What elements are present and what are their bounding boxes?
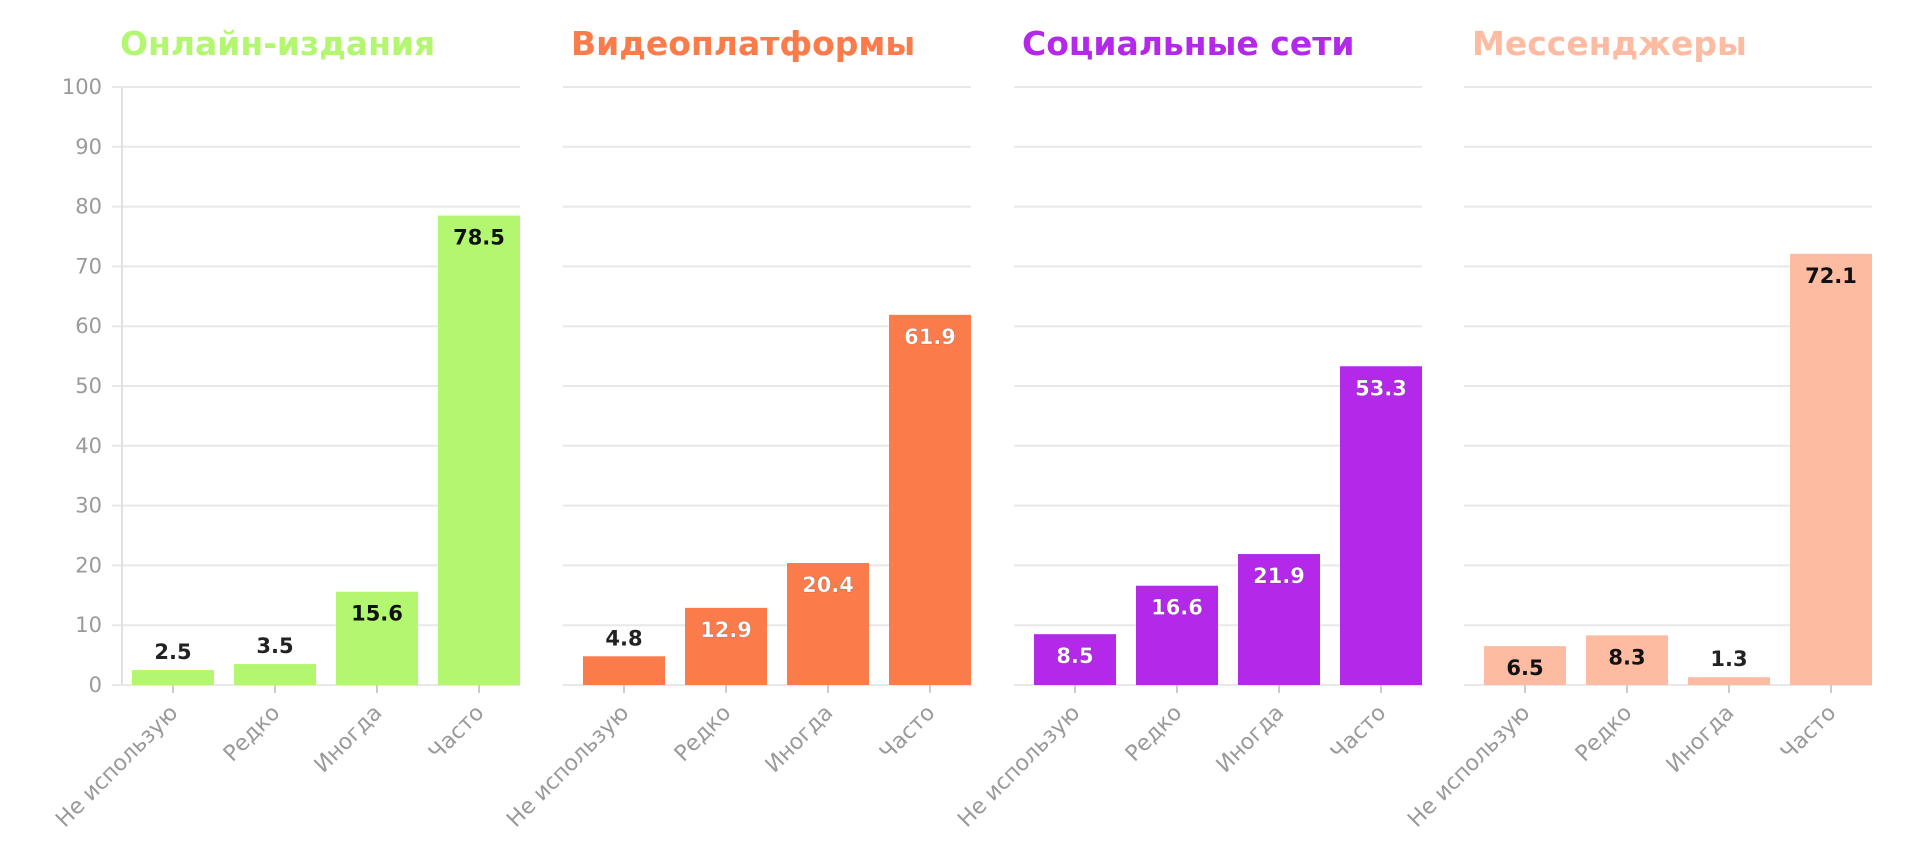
x-tick-label: Часто — [1326, 701, 1391, 766]
data-label: 3.5 — [256, 634, 293, 658]
y-tick-label: 10 — [75, 613, 102, 637]
x-tick-label: Иногда — [1662, 701, 1739, 778]
data-label: 20.4 — [802, 573, 854, 597]
panel-title: Социальные сети — [1022, 24, 1354, 63]
bar[interactable] — [438, 215, 520, 685]
data-label: 6.5 — [1506, 656, 1543, 680]
bar[interactable] — [1238, 554, 1320, 685]
y-tick-label: 20 — [75, 553, 102, 577]
y-tick-label: 50 — [75, 374, 102, 398]
bar[interactable] — [787, 563, 869, 685]
x-tick-label: Не использую — [953, 701, 1085, 833]
data-label: 4.8 — [605, 626, 642, 650]
data-label: 72.1 — [1805, 264, 1857, 288]
x-tick-label: Часто — [424, 701, 489, 766]
x-tick-label: Редко — [219, 701, 285, 767]
bar[interactable] — [1034, 634, 1116, 685]
bar[interactable] — [889, 314, 971, 685]
panel-title: Мессенджеры — [1472, 24, 1747, 63]
y-tick-label: 100 — [62, 75, 102, 99]
data-label: 21.9 — [1253, 564, 1305, 588]
data-label: 53.3 — [1355, 376, 1407, 400]
panel-2: Видеоплатформы 4.8 Не использую 12.9 Редко 20… — [502, 24, 971, 832]
panel-1: Онлайн-издания 2.5 Не использую 3.5 Редко 15.… — [51, 24, 520, 832]
data-label: 8.5 — [1056, 644, 1093, 668]
y-tick-label: 40 — [75, 434, 102, 458]
y-tick-label: 0 — [89, 673, 102, 697]
x-tick-label: Не использую — [1403, 701, 1535, 833]
x-tick-label: Не использую — [51, 701, 183, 833]
x-tick-label: Редко — [670, 701, 736, 767]
x-tick-label: Редко — [1121, 701, 1187, 767]
bar[interactable] — [583, 656, 665, 685]
x-tick-label: Часто — [875, 701, 940, 766]
bar[interactable] — [1586, 635, 1668, 685]
x-tick-label: Иногда — [310, 701, 387, 778]
y-tick-label: 70 — [75, 254, 102, 278]
panel-title: Видеоплатформы — [571, 24, 915, 63]
bar[interactable] — [1136, 585, 1218, 685]
data-label: 61.9 — [904, 325, 956, 349]
bar[interactable] — [1340, 366, 1422, 685]
panel-4: Мессенджеры 6.5 Не использую 8.3 Редко 1.3 Ино… — [1403, 24, 1872, 832]
y-tick-label: 30 — [75, 494, 102, 518]
bar[interactable] — [1790, 253, 1872, 686]
x-tick-label: Не использую — [502, 701, 634, 833]
data-label: 15.6 — [351, 602, 403, 626]
bar[interactable] — [234, 664, 316, 685]
data-label: 2.5 — [154, 640, 191, 664]
x-tick-label: Часто — [1776, 701, 1841, 766]
data-label: 8.3 — [1608, 645, 1645, 669]
data-label: 78.5 — [453, 226, 505, 250]
x-tick-label: Иногда — [1212, 701, 1289, 778]
data-label: 12.9 — [700, 618, 752, 642]
data-label: 16.6 — [1151, 596, 1203, 620]
y-tick-label: 80 — [75, 195, 102, 219]
y-tick-label: 90 — [75, 135, 102, 159]
bar[interactable] — [336, 591, 418, 685]
panel-3: Социальные сети 8.5 Не использую 16.6 Редко 2… — [953, 24, 1422, 832]
panel-title: Онлайн-издания — [120, 24, 435, 63]
data-label: 1.3 — [1710, 647, 1747, 671]
y-tick-label: 60 — [75, 314, 102, 338]
bar[interactable] — [1688, 677, 1770, 685]
bar[interactable] — [1484, 646, 1566, 685]
x-tick-label: Иногда — [761, 701, 838, 778]
x-tick-label: Редко — [1571, 701, 1637, 767]
bar[interactable] — [132, 670, 214, 685]
bar[interactable] — [685, 607, 767, 685]
